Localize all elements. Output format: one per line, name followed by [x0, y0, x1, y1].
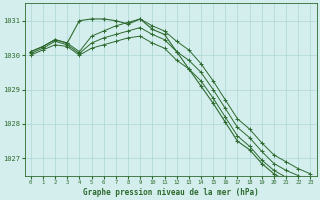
X-axis label: Graphe pression niveau de la mer (hPa): Graphe pression niveau de la mer (hPa) — [83, 188, 259, 197]
